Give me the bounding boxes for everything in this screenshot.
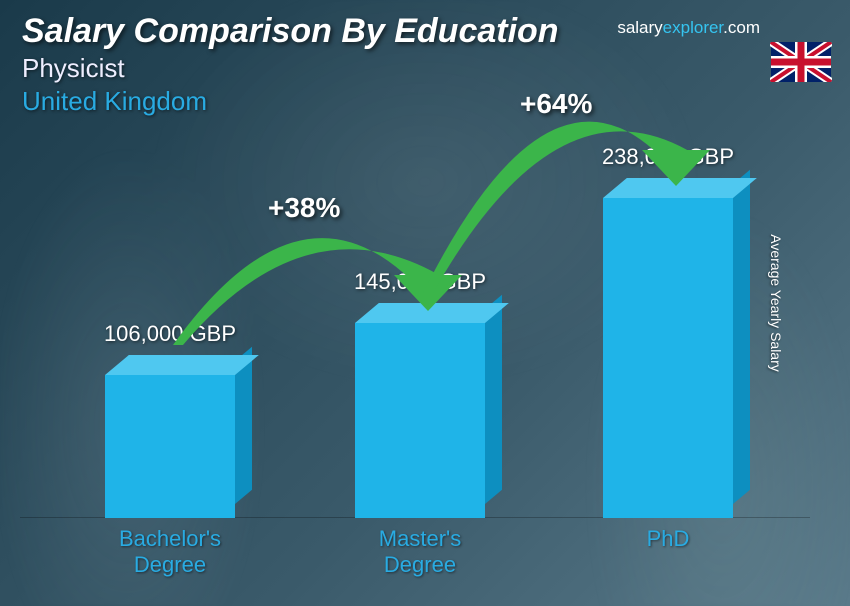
chart-area: 106,000 GBP Bachelor'sDegree 145,000 GBP Ma… [0,0,850,606]
bar-value-label: 238,000 GBP [568,144,768,170]
bar-top [355,303,509,323]
bar-value-label: 106,000 GBP [70,321,270,347]
bar [105,375,235,518]
bar-category-label: PhD [568,526,768,552]
bar-category-label: Bachelor'sDegree [70,526,270,578]
bar-front [355,323,485,518]
percent-increase-label: +64% [520,88,592,120]
bar-top [603,178,757,198]
bar-front [105,375,235,518]
bar-top [105,355,259,375]
bar-category-label: Master'sDegree [320,526,520,578]
percent-increase-label: +38% [268,192,340,224]
bar [355,323,485,518]
bar-side [485,294,502,503]
bar [603,198,733,518]
bar-value-label: 145,000 GBP [320,269,520,295]
bar-side [733,169,750,503]
bar-front [603,198,733,518]
